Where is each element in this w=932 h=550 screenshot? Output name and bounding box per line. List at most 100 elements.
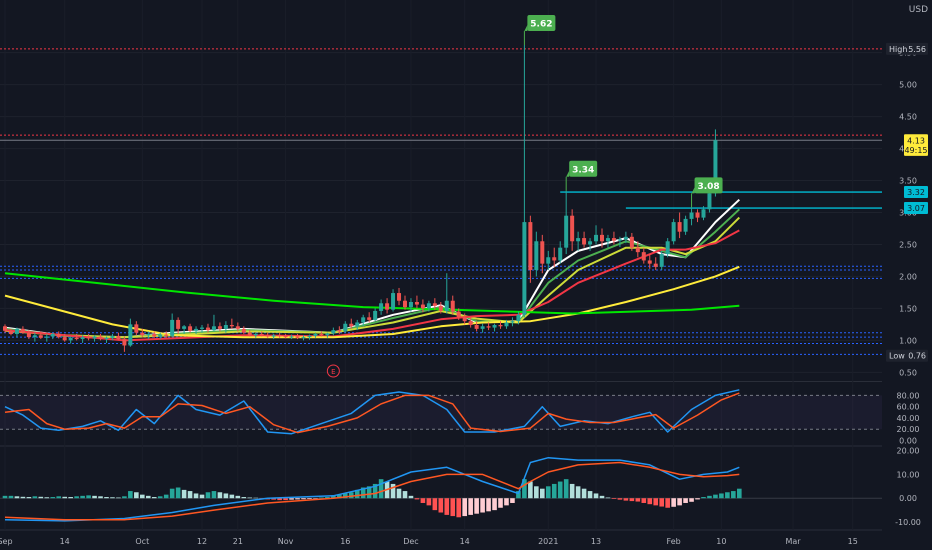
macd-bar (271, 498, 276, 500)
macd-bar (551, 483, 557, 499)
price-label-box (886, 42, 928, 55)
macd-bar (205, 492, 211, 499)
candle-body (611, 238, 616, 241)
macd-bar (199, 494, 205, 499)
macd-bar (426, 498, 432, 506)
candle-body (564, 215, 569, 248)
macd-line (4, 461, 740, 521)
price-label-name: High (889, 45, 907, 54)
oscillator-pane: 0.00 20.00 40.00 60.00 80.00 (0, 389, 920, 445)
candle-body (635, 247, 640, 253)
candle-body (289, 336, 294, 338)
candle-body (540, 241, 545, 264)
macd-bar (474, 498, 479, 514)
macd-bar (80, 495, 85, 499)
macd-bar (408, 495, 414, 499)
macd-bar (563, 479, 569, 499)
candle-body (671, 222, 676, 242)
macd-bar (116, 497, 121, 499)
candle-body (217, 326, 222, 329)
candle-body (444, 300, 449, 311)
candle-body (164, 334, 169, 336)
ma-line-yellow (4, 265, 740, 339)
macd-bar (719, 493, 724, 499)
candle-body (498, 325, 503, 327)
price-tick-label: 1.50 (899, 304, 917, 313)
macd-bar (2, 495, 8, 499)
macd-bar (348, 492, 354, 499)
callout-pointer (524, 25, 528, 32)
macd-bar (689, 498, 694, 502)
macd-bar (510, 498, 515, 503)
macd-bar (540, 488, 545, 499)
event-marker (326, 364, 340, 378)
candle-body (623, 236, 628, 240)
time-axis[interactable]: Sep 14 Oct 12 21 Nov 16 Dec 14 2021 13 Feb 10 Mar 15 (0, 537, 858, 546)
macd-bar (605, 497, 611, 499)
candle-body (92, 336, 97, 339)
osc-band (0, 395, 882, 430)
candle-body (552, 257, 557, 261)
callout-box (569, 160, 598, 177)
candle-body (80, 337, 85, 340)
macd-bar (86, 495, 91, 499)
macd-bar (217, 492, 223, 499)
candle-body (582, 238, 587, 245)
macd-bar (92, 495, 97, 499)
macd-bar (313, 498, 318, 499)
candle-body (110, 335, 115, 338)
macd-bar (629, 498, 635, 502)
price-label-box (904, 143, 928, 156)
price-label-box (886, 349, 928, 362)
candle-body (588, 241, 593, 245)
macd-bar (462, 498, 467, 517)
candle-body (707, 193, 712, 210)
macd-bar (695, 498, 700, 500)
macd-bar (623, 498, 629, 501)
macd-bar (707, 495, 712, 499)
macd-bar (331, 495, 336, 499)
price-tick-label: 5.00 (899, 81, 917, 90)
candle-body (122, 339, 127, 346)
time-tick-label: 10 (716, 537, 726, 546)
candle-body (140, 332, 145, 336)
macd-bar (677, 498, 682, 506)
time-tick-label: 2021 (538, 537, 558, 546)
candle-body (397, 293, 402, 301)
macd-tick-label: 0.00 (899, 494, 917, 503)
macd-bar (247, 497, 253, 499)
candle-body (474, 325, 479, 329)
candle-body (32, 335, 37, 338)
macd-bar (468, 498, 473, 515)
candle-body (200, 327, 205, 329)
candle-body (546, 257, 551, 264)
price-axis[interactable]: 0.501.001.502.002.503.003.504.004.505.00… (886, 42, 928, 377)
macd-bar (444, 498, 450, 515)
candle-body (56, 333, 61, 338)
osc-tick-label: 20.00 (897, 425, 920, 434)
callout-pointer (691, 187, 695, 194)
macd-bar (593, 493, 599, 499)
price-label-box (904, 202, 928, 215)
candle-body (408, 302, 413, 308)
callout-label: 3.08 (697, 182, 719, 192)
price-tick-label: 2.50 (899, 240, 917, 249)
event-marker-label: E (331, 368, 335, 376)
macd-bar (110, 497, 115, 499)
macd-bar (611, 498, 617, 499)
callout-label: 3.34 (572, 165, 594, 175)
candle-body (510, 321, 515, 323)
macd-bar (713, 494, 718, 499)
macd-bar (641, 498, 647, 503)
candle-body (570, 215, 575, 242)
candle-body (74, 337, 79, 340)
macd-line (4, 456, 740, 522)
macd-bar (277, 498, 282, 501)
price-label-box (904, 186, 928, 199)
price-tick-label: 1.00 (899, 336, 917, 345)
macd-pane: -10.00 0.00 10.00 20.00 (0, 447, 921, 527)
candle-body (86, 337, 91, 339)
candle-body (247, 332, 252, 336)
currency-label[interactable]: USD (909, 5, 928, 15)
